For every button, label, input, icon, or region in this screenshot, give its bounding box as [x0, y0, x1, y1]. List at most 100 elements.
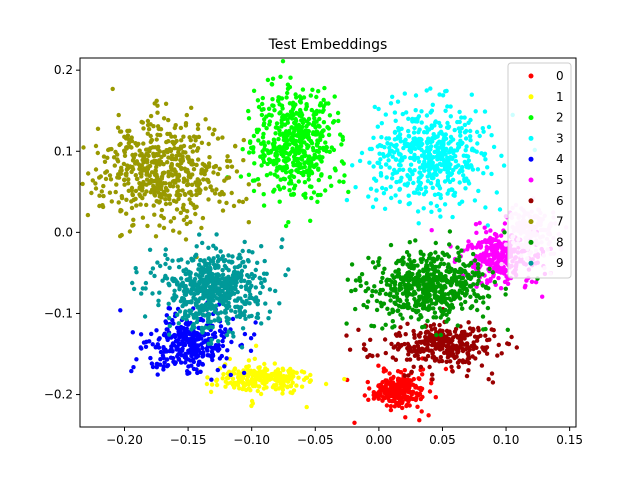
data-point	[181, 134, 186, 139]
data-point	[335, 110, 341, 116]
data-point	[231, 380, 237, 386]
data-point	[447, 242, 452, 247]
data-point	[253, 285, 258, 290]
x-tick-label: −0.10	[233, 433, 270, 447]
data-point	[377, 161, 382, 166]
data-point	[413, 146, 418, 151]
data-point	[255, 315, 261, 320]
data-point	[429, 209, 434, 214]
data-point	[316, 167, 321, 172]
data-point	[435, 182, 440, 188]
data-point	[252, 356, 257, 361]
data-point	[226, 253, 231, 258]
data-point	[261, 192, 266, 197]
data-point	[205, 348, 210, 353]
data-point	[366, 255, 371, 261]
data-point	[416, 114, 422, 119]
data-point	[256, 104, 262, 110]
data-point	[95, 150, 101, 156]
data-point	[219, 295, 224, 300]
data-point	[201, 307, 206, 312]
data-point	[274, 121, 280, 126]
data-point	[243, 293, 248, 299]
data-point	[408, 285, 414, 290]
data-point	[311, 112, 316, 118]
data-point	[116, 200, 121, 205]
data-point	[93, 186, 99, 191]
data-point	[155, 260, 160, 265]
data-point	[166, 301, 171, 306]
data-point	[344, 333, 349, 338]
data-point	[413, 238, 418, 243]
data-point	[259, 107, 264, 113]
data-point	[392, 404, 397, 409]
data-point	[489, 371, 495, 376]
data-point	[301, 135, 306, 140]
data-point	[267, 119, 273, 124]
data-point	[431, 132, 436, 137]
data-point	[183, 335, 188, 340]
data-point	[388, 382, 393, 388]
data-point	[316, 149, 321, 154]
data-point	[396, 134, 401, 139]
data-point	[291, 388, 297, 393]
data-point	[388, 376, 394, 381]
data-point	[155, 343, 160, 349]
data-point	[186, 154, 191, 160]
data-point	[276, 386, 282, 391]
data-point	[174, 294, 179, 299]
data-point	[130, 280, 135, 286]
data-point	[215, 291, 221, 296]
data-point	[311, 190, 317, 195]
data-point	[413, 385, 418, 390]
data-point	[229, 339, 234, 345]
data-point	[483, 285, 489, 290]
data-point	[389, 341, 394, 347]
data-point	[404, 298, 409, 303]
series-7	[80, 86, 262, 260]
data-point	[437, 289, 442, 295]
data-point	[304, 142, 310, 148]
data-point	[191, 295, 196, 300]
data-point	[380, 270, 386, 275]
data-point	[170, 184, 176, 189]
data-point	[404, 357, 410, 362]
data-point	[438, 332, 444, 338]
data-point	[188, 200, 194, 206]
data-point	[417, 182, 423, 188]
data-point	[413, 108, 418, 113]
series-1	[197, 343, 347, 410]
data-point	[329, 183, 334, 188]
data-point	[289, 109, 294, 114]
data-point	[464, 332, 469, 337]
data-point	[440, 150, 446, 155]
data-point	[421, 298, 426, 303]
data-point	[119, 194, 125, 199]
data-point	[198, 258, 203, 263]
data-point	[437, 306, 443, 311]
data-point	[324, 145, 329, 150]
data-point	[312, 152, 317, 157]
data-point	[249, 313, 254, 319]
series-8	[344, 229, 540, 338]
data-point	[224, 332, 230, 338]
data-point	[191, 167, 197, 172]
data-point	[422, 130, 427, 135]
data-point	[185, 209, 190, 214]
data-point	[200, 215, 206, 221]
data-point	[306, 177, 311, 182]
data-point	[174, 282, 180, 287]
data-point	[448, 114, 453, 119]
data-point	[119, 232, 124, 238]
data-point	[367, 386, 372, 391]
data-point	[499, 351, 504, 356]
data-point	[503, 214, 509, 219]
data-point	[476, 270, 481, 275]
data-point	[209, 349, 215, 354]
data-point	[428, 338, 433, 343]
data-point	[396, 376, 401, 381]
data-point	[183, 283, 188, 289]
data-point	[231, 203, 237, 209]
data-point	[260, 101, 265, 107]
data-point	[459, 329, 465, 335]
